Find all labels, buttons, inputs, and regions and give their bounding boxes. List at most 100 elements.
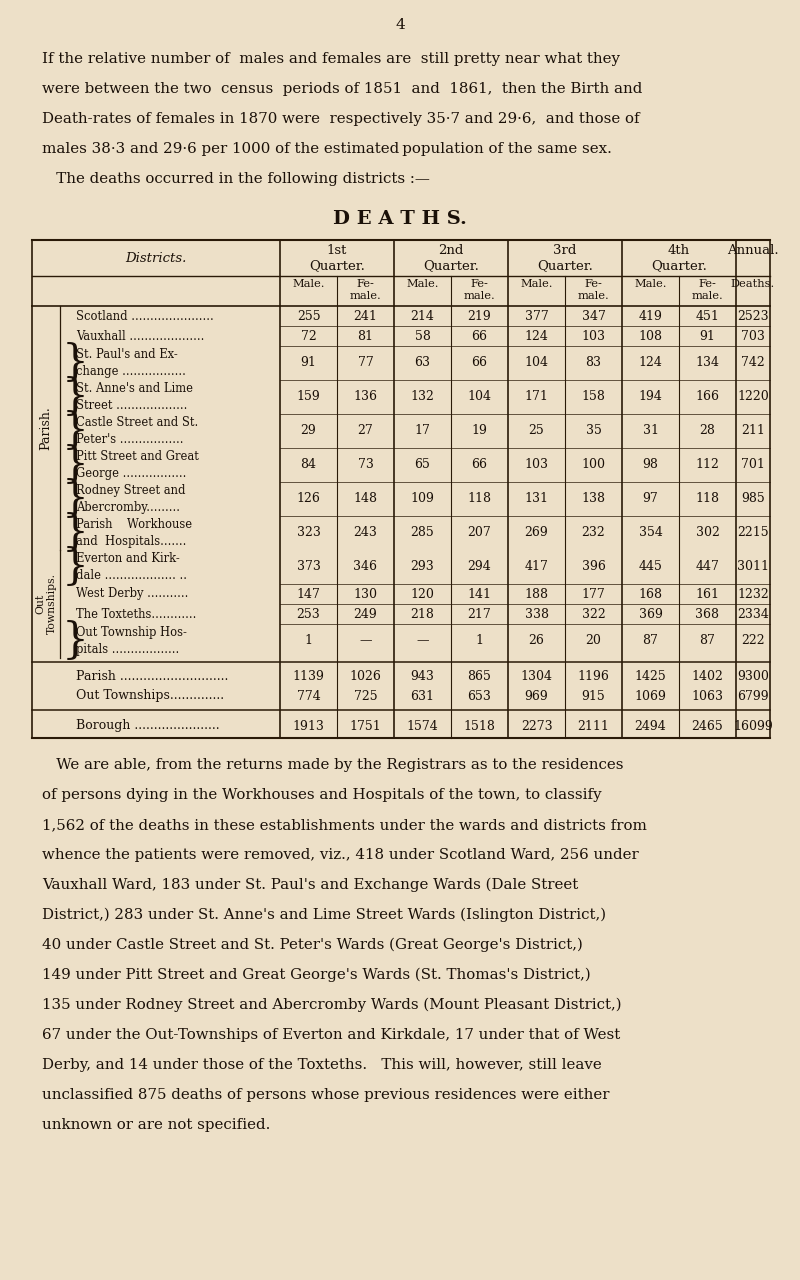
Text: West Derby ...........: West Derby ........... — [76, 588, 188, 600]
Text: 241: 241 — [354, 310, 378, 323]
Text: 67 under the Out-Townships of Everton and Kirkdale, 17 under that of West: 67 under the Out-Townships of Everton an… — [42, 1028, 620, 1042]
Text: 1063: 1063 — [691, 690, 723, 703]
Text: 217: 217 — [468, 608, 491, 621]
Text: 136: 136 — [354, 390, 378, 403]
Text: Vauxhall ....................: Vauxhall .................... — [76, 329, 204, 343]
Text: The Toxteths............: The Toxteths............ — [76, 608, 196, 621]
Text: 2273: 2273 — [521, 719, 552, 732]
Text: 285: 285 — [410, 526, 434, 539]
Text: 9300: 9300 — [737, 669, 769, 682]
Text: 58: 58 — [414, 329, 430, 343]
Text: 16099: 16099 — [733, 719, 773, 732]
Text: 232: 232 — [582, 526, 606, 539]
Text: 445: 445 — [638, 561, 662, 573]
Text: 91: 91 — [699, 329, 715, 343]
Text: Out
Townships.: Out Townships. — [35, 573, 57, 635]
Text: 97: 97 — [642, 493, 658, 506]
Text: 377: 377 — [525, 310, 548, 323]
Text: 73: 73 — [358, 458, 374, 471]
Text: 84: 84 — [301, 458, 317, 471]
Text: 2523: 2523 — [737, 310, 769, 323]
Text: 108: 108 — [638, 329, 662, 343]
Text: 1: 1 — [305, 635, 313, 648]
Text: }: } — [62, 512, 89, 554]
Text: 2494: 2494 — [634, 719, 666, 732]
Text: 66: 66 — [471, 329, 487, 343]
Text: 104: 104 — [467, 390, 491, 403]
Text: Castle Street and St.: Castle Street and St. — [76, 416, 198, 429]
Text: 141: 141 — [467, 588, 491, 600]
Text: 131: 131 — [525, 493, 549, 506]
Text: Peter's .................: Peter's ................. — [76, 433, 183, 445]
Text: Out Townships..............: Out Townships.............. — [76, 690, 224, 703]
Text: Death-rates of females in 1870 were  respectively 35·7 and 29·6,  and those of: Death-rates of females in 1870 were resp… — [42, 111, 640, 125]
Text: 1913: 1913 — [293, 719, 325, 732]
Text: pitals ..................: pitals .................. — [76, 643, 179, 655]
Text: Rodney Street and: Rodney Street and — [76, 484, 186, 497]
Text: 2215: 2215 — [737, 526, 769, 539]
Text: 451: 451 — [695, 310, 719, 323]
Text: 1,562 of the deaths in these establishments under the wards and districts from: 1,562 of the deaths in these establishme… — [42, 818, 647, 832]
Text: 66: 66 — [471, 458, 487, 471]
Text: Out Township Hos-: Out Township Hos- — [76, 626, 187, 639]
Text: 3011: 3011 — [737, 561, 769, 573]
Text: whence the patients were removed, viz., 418 under Scotland Ward, 256 under: whence the patients were removed, viz., … — [42, 847, 638, 861]
Text: 243: 243 — [354, 526, 378, 539]
Text: 6799: 6799 — [737, 690, 769, 703]
Text: 1425: 1425 — [634, 669, 666, 682]
Text: 214: 214 — [410, 310, 434, 323]
Text: The deaths occurred in the following districts :—: The deaths occurred in the following dis… — [42, 172, 430, 186]
Text: 253: 253 — [297, 608, 320, 621]
Text: Borough ......................: Borough ...................... — [76, 719, 220, 732]
Text: Parish.: Parish. — [39, 406, 53, 449]
Text: Male.: Male. — [406, 279, 438, 289]
Text: Parish ............................: Parish ............................ — [76, 669, 228, 682]
Text: 87: 87 — [642, 635, 658, 648]
Text: 447: 447 — [695, 561, 719, 573]
Text: 1: 1 — [475, 635, 483, 648]
Text: 1026: 1026 — [350, 669, 382, 682]
Text: 81: 81 — [358, 329, 374, 343]
Text: }: } — [62, 410, 89, 452]
Text: unknown or are not specified.: unknown or are not specified. — [42, 1117, 270, 1132]
Text: 1304: 1304 — [521, 669, 553, 682]
Text: 148: 148 — [354, 493, 378, 506]
Text: Male.: Male. — [634, 279, 666, 289]
Text: 985: 985 — [741, 493, 765, 506]
Text: 147: 147 — [297, 588, 321, 600]
Text: 161: 161 — [695, 588, 719, 600]
Text: 103: 103 — [582, 329, 606, 343]
Text: 703: 703 — [741, 329, 765, 343]
Text: 346: 346 — [354, 561, 378, 573]
Text: 219: 219 — [468, 310, 491, 323]
Text: Districts.: Districts. — [126, 251, 186, 265]
Text: Abercromby.........: Abercromby......... — [76, 500, 180, 515]
Text: St. Anne's and Lime: St. Anne's and Lime — [76, 381, 193, 396]
Text: 2nd
Quarter.: 2nd Quarter. — [423, 244, 479, 271]
Text: 188: 188 — [525, 588, 549, 600]
Text: 112: 112 — [695, 458, 719, 471]
Text: 130: 130 — [354, 588, 378, 600]
Text: 4th
Quarter.: 4th Quarter. — [651, 244, 707, 271]
Text: 249: 249 — [354, 608, 378, 621]
Text: 31: 31 — [642, 425, 658, 438]
Text: 40 under Castle Street and St. Peter's Wards (Great George's District,): 40 under Castle Street and St. Peter's W… — [42, 938, 582, 952]
Text: 104: 104 — [525, 357, 549, 370]
Text: Everton and Kirk-: Everton and Kirk- — [76, 552, 180, 564]
Text: Deaths.: Deaths. — [731, 279, 775, 289]
Text: 168: 168 — [638, 588, 662, 600]
Text: 91: 91 — [301, 357, 317, 370]
Text: 17: 17 — [414, 425, 430, 438]
Text: }: } — [62, 376, 89, 419]
Text: 1139: 1139 — [293, 669, 325, 682]
Text: 368: 368 — [695, 608, 719, 621]
Text: 1402: 1402 — [691, 669, 723, 682]
Text: 194: 194 — [638, 390, 662, 403]
Text: 742: 742 — [741, 357, 765, 370]
Text: 72: 72 — [301, 329, 316, 343]
Text: Scotland ......................: Scotland ...................... — [76, 310, 214, 323]
Text: 369: 369 — [638, 608, 662, 621]
Text: 158: 158 — [582, 390, 606, 403]
Text: 774: 774 — [297, 690, 320, 703]
Text: }: } — [62, 547, 89, 588]
